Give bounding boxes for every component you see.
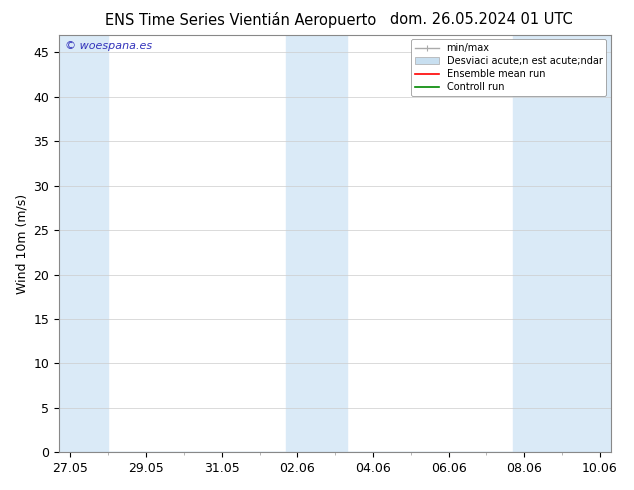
Bar	[59, 35, 108, 452]
Bar	[543, 35, 611, 452]
Bar	[316, 35, 347, 452]
Bar	[286, 35, 316, 452]
Y-axis label: Wind 10m (m/s): Wind 10m (m/s)	[15, 194, 28, 294]
Text: ENS Time Series Vientián Aeropuerto: ENS Time Series Vientián Aeropuerto	[105, 12, 377, 28]
Legend: min/max, Desviaci acute;n est acute;ndar, Ensemble mean run, Controll run: min/max, Desviaci acute;n est acute;ndar…	[411, 40, 606, 96]
Bar	[513, 35, 543, 452]
Text: dom. 26.05.2024 01 UTC: dom. 26.05.2024 01 UTC	[391, 12, 573, 27]
Text: © woespana.es: © woespana.es	[65, 41, 152, 51]
